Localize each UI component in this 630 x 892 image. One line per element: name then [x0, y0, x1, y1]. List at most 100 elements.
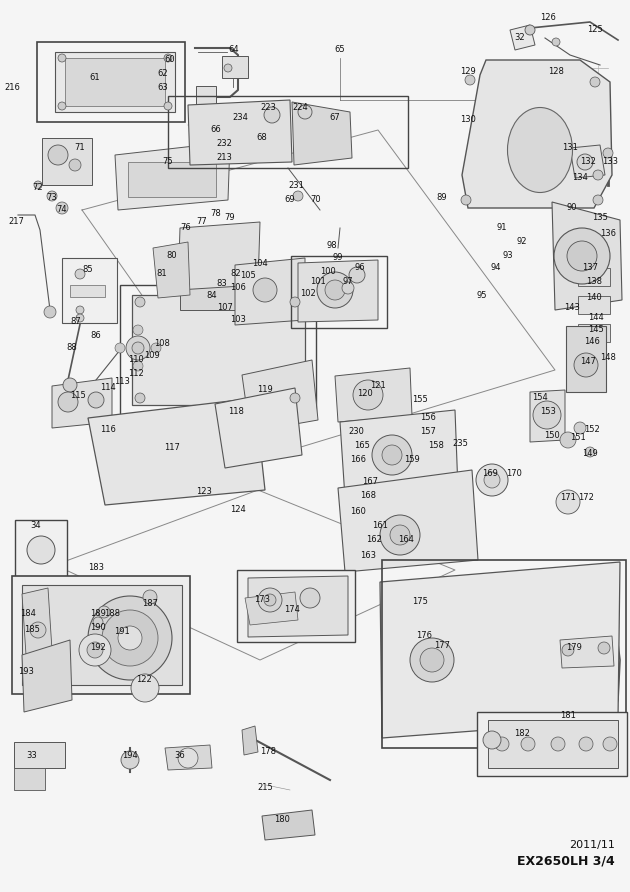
- Text: 185: 185: [24, 625, 40, 634]
- Circle shape: [63, 378, 77, 392]
- Bar: [382, 560, 626, 748]
- Polygon shape: [88, 398, 265, 505]
- Text: 177: 177: [434, 641, 450, 650]
- Text: 183: 183: [88, 564, 104, 573]
- Circle shape: [87, 642, 103, 658]
- Text: 172: 172: [578, 493, 594, 502]
- Text: 224: 224: [292, 103, 308, 112]
- Circle shape: [48, 145, 68, 165]
- Polygon shape: [462, 60, 612, 208]
- Text: 158: 158: [428, 442, 444, 450]
- Bar: [70, 285, 105, 297]
- Circle shape: [58, 102, 66, 110]
- Circle shape: [574, 353, 598, 377]
- Circle shape: [372, 435, 412, 475]
- Text: 101: 101: [310, 277, 326, 286]
- Circle shape: [552, 38, 560, 46]
- Polygon shape: [578, 296, 610, 314]
- Circle shape: [495, 737, 509, 751]
- Bar: [291, 256, 387, 328]
- Text: 165: 165: [354, 442, 370, 450]
- Text: 107: 107: [217, 303, 233, 312]
- Circle shape: [317, 272, 353, 308]
- Bar: [37, 42, 185, 122]
- Text: 156: 156: [420, 414, 436, 423]
- Text: 161: 161: [372, 522, 388, 531]
- Circle shape: [593, 170, 603, 180]
- Text: 187: 187: [142, 599, 158, 608]
- Text: 114: 114: [100, 384, 116, 392]
- Text: 33: 33: [26, 751, 37, 761]
- Text: 232: 232: [216, 139, 232, 148]
- Polygon shape: [338, 470, 478, 572]
- Circle shape: [325, 280, 345, 300]
- Circle shape: [603, 148, 613, 158]
- Polygon shape: [165, 745, 212, 770]
- Text: 126: 126: [540, 13, 556, 22]
- Circle shape: [420, 648, 444, 672]
- Polygon shape: [65, 58, 165, 106]
- Text: 192: 192: [90, 643, 106, 653]
- Text: 153: 153: [540, 408, 556, 417]
- Polygon shape: [188, 100, 292, 165]
- Text: 118: 118: [228, 408, 244, 417]
- Text: 75: 75: [163, 158, 173, 167]
- Text: 140: 140: [586, 293, 602, 302]
- Text: 90: 90: [567, 203, 577, 212]
- Text: 62: 62: [158, 70, 168, 78]
- Circle shape: [579, 737, 593, 751]
- Text: 176: 176: [416, 632, 432, 640]
- Text: 129: 129: [460, 68, 476, 77]
- Circle shape: [593, 195, 603, 205]
- Text: 99: 99: [333, 253, 343, 262]
- Text: 175: 175: [412, 598, 428, 607]
- Polygon shape: [178, 222, 260, 290]
- Circle shape: [164, 102, 172, 110]
- Bar: [12, 576, 190, 694]
- Text: 121: 121: [370, 382, 386, 391]
- Text: 181: 181: [560, 712, 576, 721]
- Text: 119: 119: [257, 385, 273, 394]
- Text: 190: 190: [90, 624, 106, 632]
- Text: 217: 217: [8, 218, 24, 227]
- Text: 2011/11: 2011/11: [569, 840, 615, 850]
- Text: 123: 123: [196, 488, 212, 497]
- Text: 89: 89: [437, 194, 447, 202]
- Text: 152: 152: [584, 425, 600, 434]
- Text: 95: 95: [477, 291, 487, 300]
- Circle shape: [133, 361, 143, 371]
- Polygon shape: [530, 390, 565, 442]
- Circle shape: [102, 610, 158, 666]
- Text: 116: 116: [100, 425, 116, 434]
- Text: 174: 174: [284, 606, 300, 615]
- Circle shape: [135, 297, 145, 307]
- Bar: [15, 520, 67, 580]
- Text: 171: 171: [560, 493, 576, 502]
- Text: 130: 130: [460, 115, 476, 125]
- Text: 230: 230: [348, 427, 364, 436]
- Text: 72: 72: [33, 184, 43, 193]
- Polygon shape: [180, 285, 270, 310]
- Polygon shape: [22, 640, 72, 712]
- Polygon shape: [196, 104, 220, 120]
- Text: 194: 194: [122, 751, 138, 761]
- Circle shape: [118, 626, 142, 650]
- Circle shape: [115, 343, 125, 353]
- Text: 162: 162: [366, 535, 382, 544]
- Text: 92: 92: [517, 237, 527, 246]
- Text: 102: 102: [300, 290, 316, 299]
- Circle shape: [58, 54, 66, 62]
- Polygon shape: [215, 388, 302, 468]
- Text: 117: 117: [164, 443, 180, 452]
- Text: 125: 125: [587, 26, 603, 35]
- Polygon shape: [132, 295, 305, 405]
- Text: 188: 188: [104, 609, 120, 618]
- Text: 148: 148: [600, 353, 616, 362]
- Bar: [237, 570, 355, 642]
- Text: 179: 179: [566, 643, 582, 653]
- Polygon shape: [380, 562, 620, 738]
- Text: 84: 84: [207, 292, 217, 301]
- Circle shape: [34, 181, 42, 189]
- Circle shape: [56, 202, 68, 214]
- Text: 83: 83: [217, 279, 227, 288]
